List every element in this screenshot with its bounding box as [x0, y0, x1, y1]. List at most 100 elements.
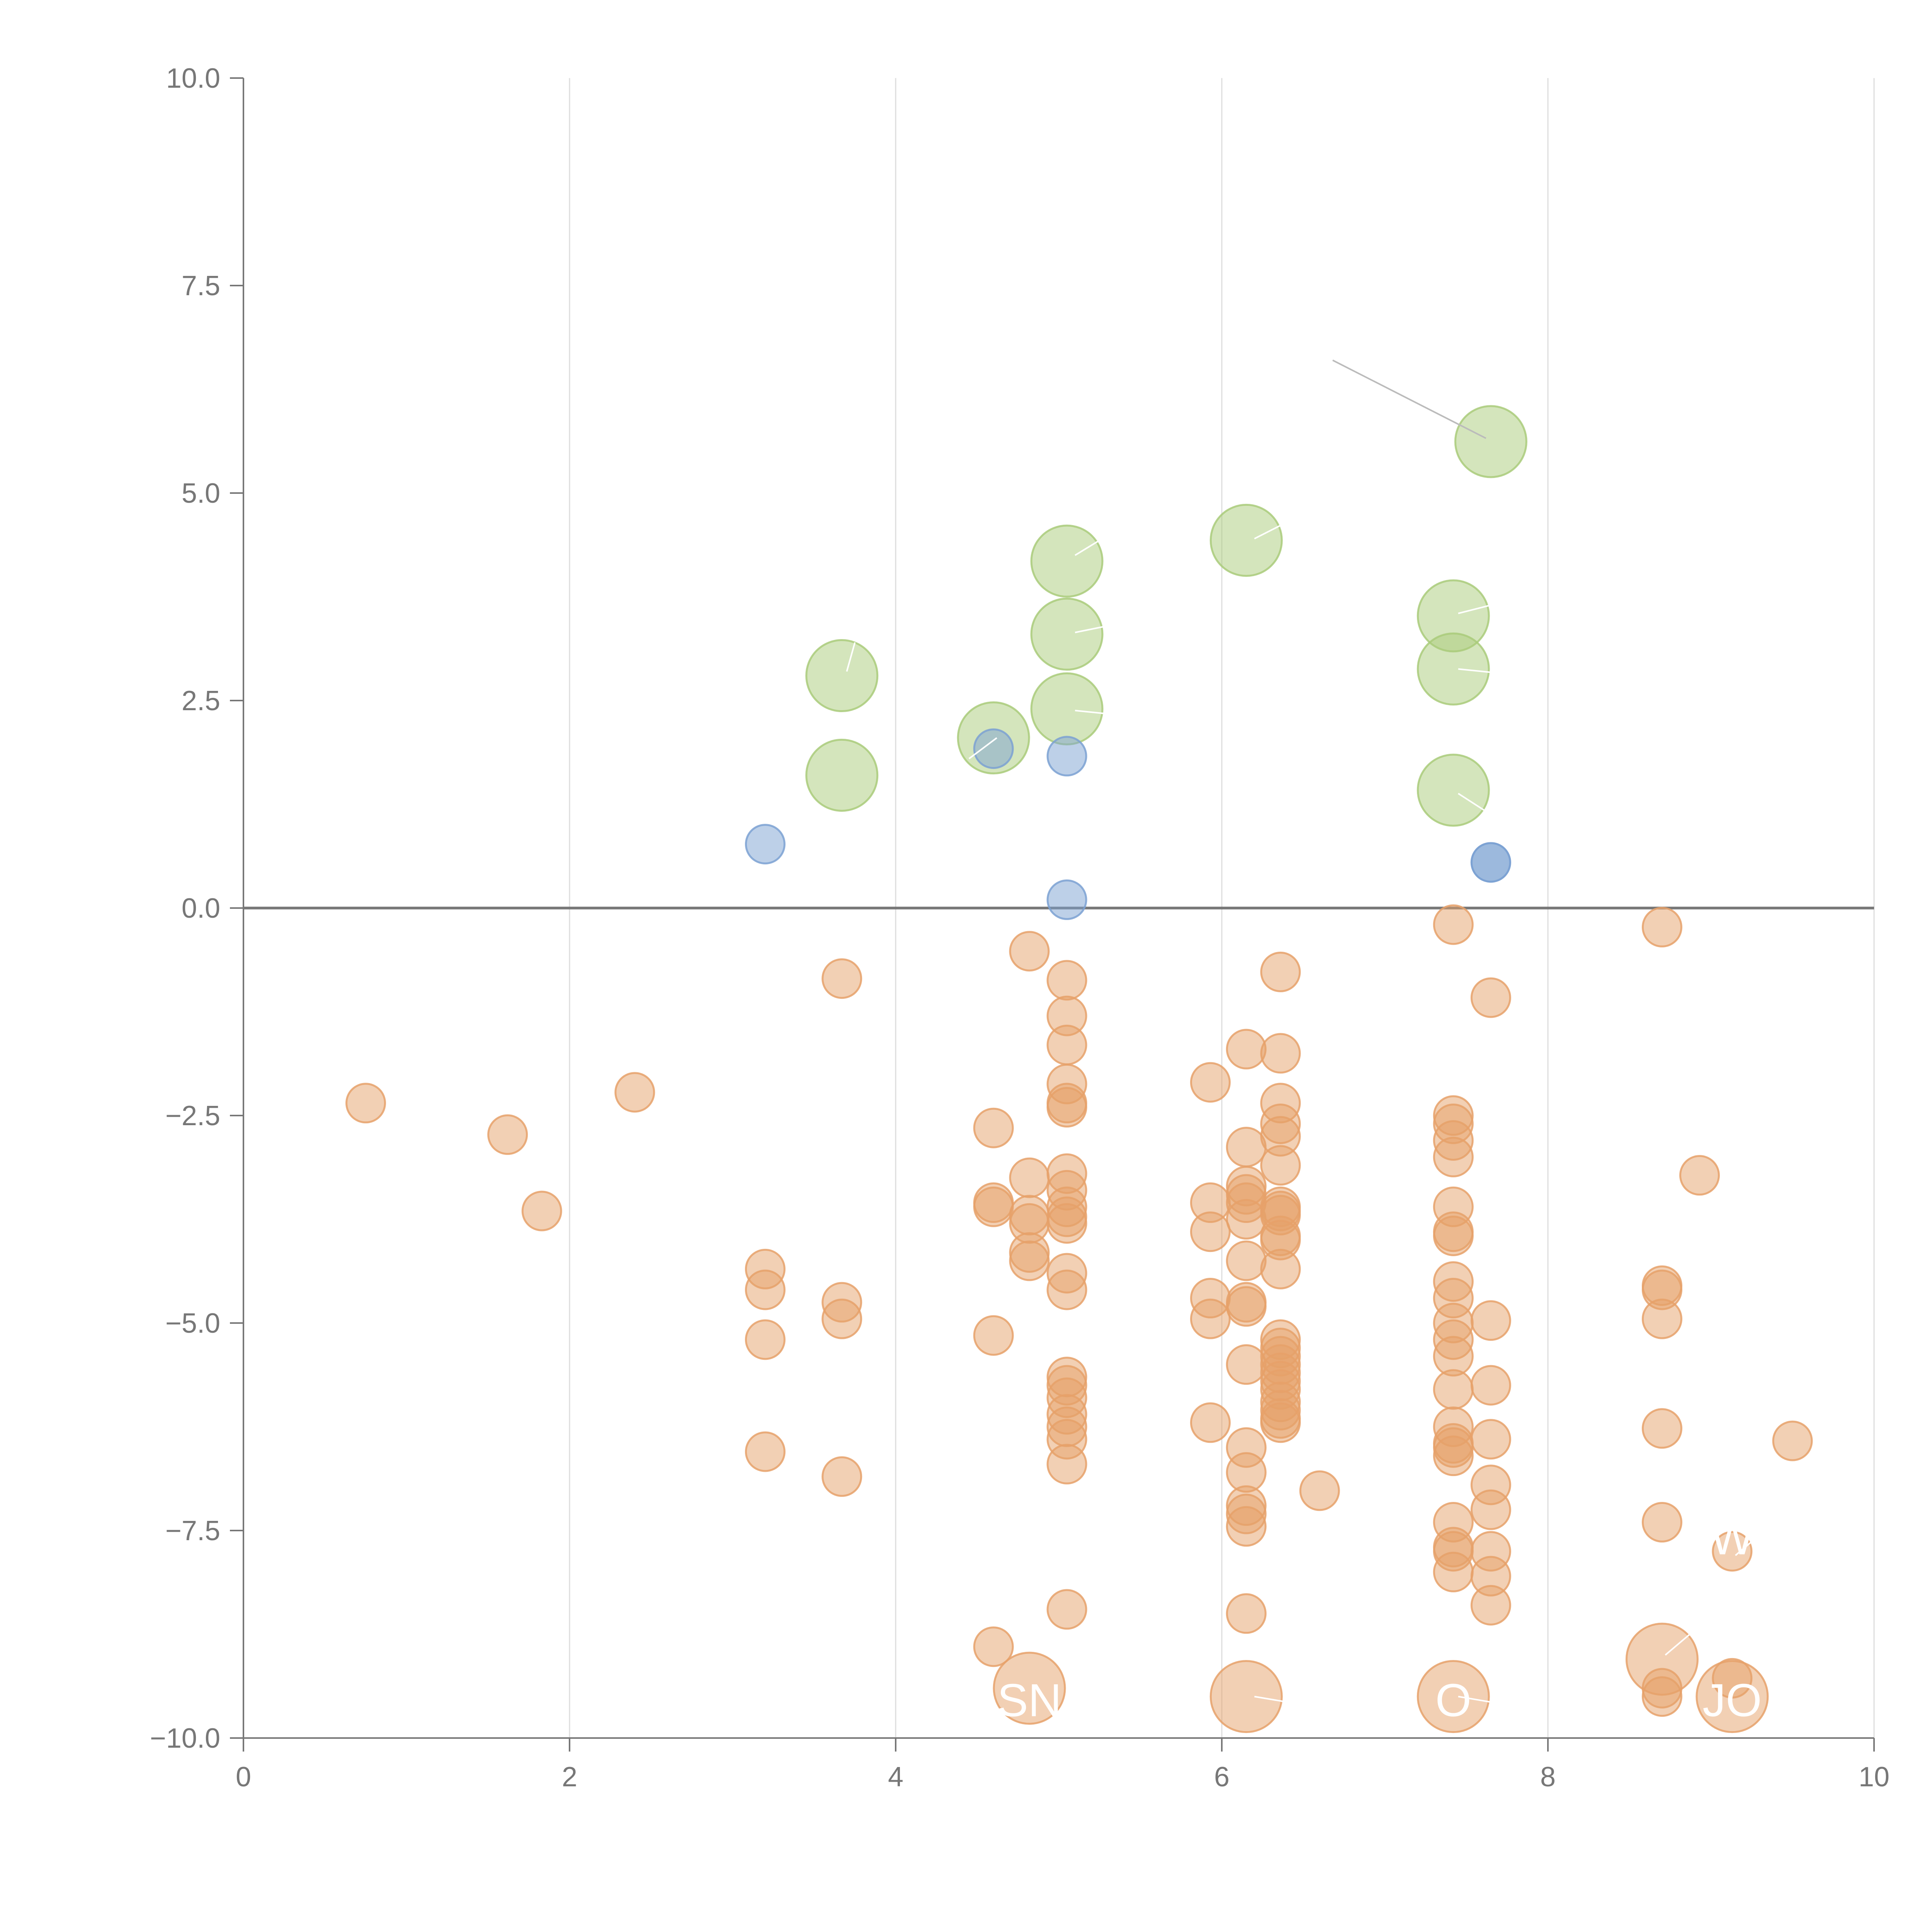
data-point: [1433, 1369, 1474, 1410]
data-point: [1030, 524, 1104, 598]
data-point: [1009, 1157, 1050, 1198]
data-points: [345, 405, 1813, 1733]
label-leader-line: [1075, 623, 1116, 633]
label-leader-line: [968, 737, 997, 759]
data-point: [1046, 1087, 1087, 1128]
label-leader-line: [1075, 709, 1124, 716]
x-tick-label: 0: [236, 1762, 251, 1793]
data-point: [1209, 1660, 1283, 1733]
y-tick-label: −10.0: [150, 1723, 220, 1754]
point-label: O: [1435, 1674, 1471, 1726]
data-point: [1417, 1660, 1490, 1733]
data-point: [1226, 1344, 1267, 1385]
data-point: [1226, 1240, 1267, 1281]
x-tick-label: 8: [1540, 1762, 1556, 1793]
label-leader-line: [1075, 529, 1116, 556]
data-point: [1260, 1248, 1301, 1289]
data-point: [1417, 753, 1490, 827]
data-point: [745, 1431, 786, 1472]
data-point: [1030, 597, 1104, 671]
data-point: [521, 1190, 562, 1231]
data-point: [1641, 1408, 1682, 1449]
label-leader-line: [1254, 1696, 1304, 1706]
data-point: [1470, 1489, 1511, 1530]
point-label: W: [1710, 1512, 1754, 1564]
label-leader-line: [1458, 600, 1507, 614]
x-tick-label: 4: [888, 1762, 903, 1793]
data-point: [745, 1269, 786, 1310]
point-label: JO: [1702, 1674, 1762, 1726]
data-point: [1470, 1585, 1511, 1626]
label-leader-line: [1458, 1696, 1507, 1706]
data-point: [1260, 1402, 1301, 1443]
data-point: [1226, 1593, 1267, 1634]
point-labels: SN O JO W: [997, 1512, 1762, 1726]
data-point: [1046, 1203, 1087, 1244]
data-point: [1046, 1269, 1087, 1310]
label-leader-line: [1332, 359, 1486, 439]
data-point: [1433, 1551, 1474, 1592]
y-tick-label: −5.0: [165, 1308, 220, 1339]
axes: 0 2 4 6 8 10 10.0 7.5 5.0 2.5 0.0 −2.5 −5.0 −7.5 −10.0: [150, 63, 1889, 1793]
label-leader-line: [1735, 1534, 1760, 1556]
data-point: [1190, 1211, 1231, 1252]
data-point: [1679, 1155, 1720, 1196]
label-leader-line: [1458, 793, 1508, 826]
label-leader-line: [1254, 513, 1304, 539]
data-point: [1046, 1024, 1087, 1065]
data-point: [745, 1319, 786, 1360]
data-point: [1641, 1502, 1682, 1543]
data-point: [1009, 1240, 1050, 1281]
data-point: [1209, 503, 1283, 577]
data-point: [1260, 951, 1301, 992]
data-point: [1454, 405, 1527, 478]
data-point: [973, 1626, 1014, 1667]
data-point: [1046, 960, 1087, 1001]
data-point: [1470, 977, 1511, 1018]
data-point: [821, 958, 862, 999]
data-point: [1260, 1145, 1301, 1186]
data-point: [1190, 1298, 1231, 1339]
data-point: [745, 824, 786, 865]
data-point: [1417, 632, 1490, 706]
data-point: [1433, 1215, 1474, 1256]
data-point: [487, 1114, 528, 1155]
label-leader-line: [1458, 668, 1507, 675]
data-point: [1470, 1300, 1511, 1341]
data-point: [1226, 1199, 1267, 1240]
data-point: [1046, 1444, 1087, 1485]
data-point: [614, 1072, 655, 1113]
data-point: [1696, 1660, 1769, 1733]
data-point: [805, 639, 879, 713]
data-point: [805, 738, 879, 812]
data-point: [1433, 1136, 1474, 1177]
data-point: [1226, 1286, 1267, 1327]
data-point: [1470, 842, 1511, 883]
data-point: [1190, 1402, 1231, 1443]
y-tick-label: 10.0: [166, 63, 220, 94]
data-point: [1226, 1506, 1267, 1547]
x-tick-label: 10: [1859, 1762, 1889, 1793]
data-point: [1226, 1029, 1267, 1070]
data-point: [1433, 1435, 1474, 1476]
y-tick-label: 7.5: [182, 270, 220, 301]
data-point: [973, 1186, 1014, 1227]
x-tick-label: 6: [1214, 1762, 1230, 1793]
data-point: [1046, 736, 1087, 777]
x-tick-label: 2: [562, 1762, 577, 1793]
data-point: [973, 1315, 1014, 1356]
data-point: [973, 1107, 1014, 1148]
data-point: [1641, 1298, 1682, 1339]
y-tick-label: 2.5: [182, 685, 220, 716]
data-point: [1030, 672, 1104, 745]
label-leader-line: [1665, 1629, 1696, 1656]
label-leader-lines: [846, 359, 1760, 1706]
y-tick-label: 0.0: [182, 893, 220, 924]
data-point: [1625, 1622, 1699, 1696]
label-leader-line: [846, 642, 856, 672]
data-point: [1772, 1420, 1813, 1461]
y-tick-label: −7.5: [165, 1515, 220, 1546]
data-point: [1046, 1589, 1087, 1630]
point-label: SN: [997, 1674, 1062, 1726]
